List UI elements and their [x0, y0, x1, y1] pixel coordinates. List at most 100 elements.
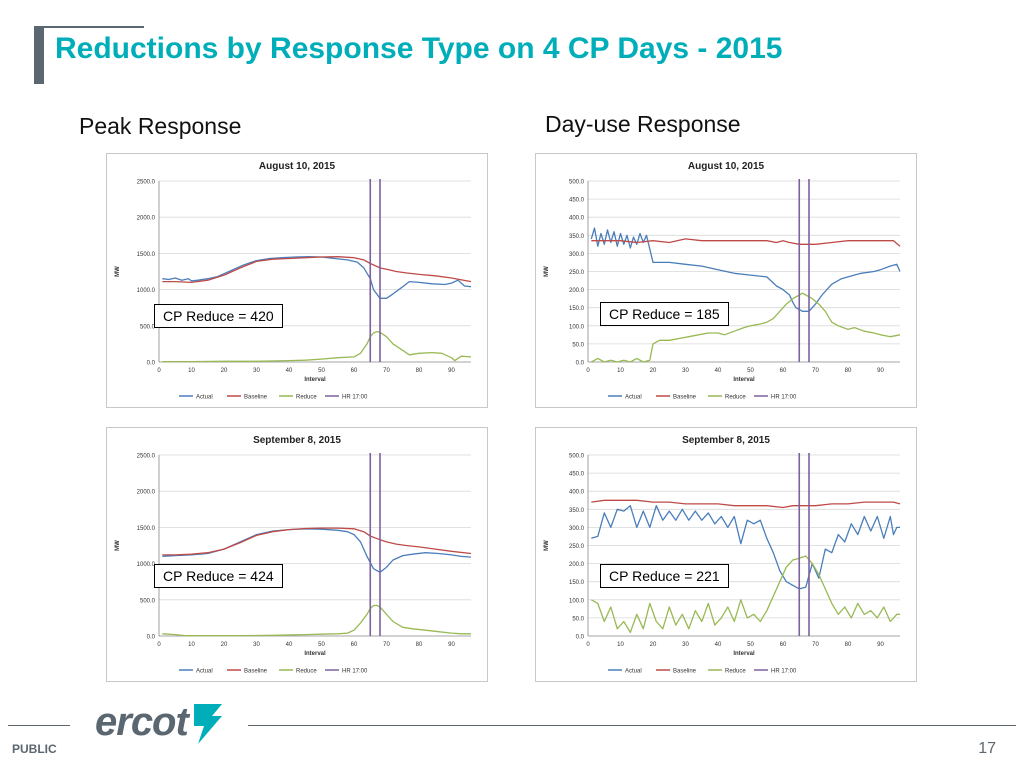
left-heading: Peak Response [79, 113, 242, 139]
y-axis-label: MW [115, 540, 121, 551]
chart-title: September 8, 2015 [682, 435, 770, 446]
x-tick-label: 70 [812, 368, 819, 374]
y-tick-label: 0.0 [147, 361, 156, 367]
x-tick-label: 40 [715, 642, 722, 648]
x-tick-label: 60 [351, 642, 358, 648]
chart-peak-sep: September 8, 2015 0.0 500.0 1000.0 1500.0 200… [106, 427, 488, 682]
x-tick-label: 30 [682, 368, 689, 374]
x-tick-label: 40 [286, 642, 293, 648]
y-tick-label: 0.0 [147, 635, 156, 641]
legend-label: HR 17:00 [771, 395, 797, 401]
page-number: 17 [978, 740, 996, 757]
legend-label: Baseline [244, 669, 268, 675]
y-tick-label: 2000.0 [137, 216, 156, 222]
y-tick-label: 150.0 [569, 306, 585, 312]
x-tick-label: 80 [416, 368, 423, 374]
x-tick-label: 80 [845, 368, 852, 374]
x-tick-label: 80 [845, 642, 852, 648]
x-tick-label: 0 [157, 642, 161, 648]
footer-rule-left [8, 725, 70, 726]
series-line-actual [591, 505, 900, 590]
series-line-baseline [162, 527, 472, 556]
legend-label: HR 17:00 [342, 395, 368, 401]
legend-label: HR 17:00 [342, 669, 368, 675]
y-tick-label: 250.0 [569, 270, 585, 276]
y-tick-label: 350.0 [569, 508, 585, 514]
x-tick-label: 90 [448, 642, 455, 648]
x-tick-label: 90 [877, 642, 884, 648]
page-title: Reductions by Response Type on 4 CP Days… [55, 32, 783, 65]
legend-label: Actual [625, 395, 642, 401]
x-tick-label: 10 [617, 642, 624, 648]
x-tick-label: 0 [157, 368, 161, 374]
legend-label: Baseline [673, 395, 697, 401]
x-tick-label: 60 [780, 642, 787, 648]
x-tick-label: 20 [650, 642, 657, 648]
chart-title: August 10, 2015 [688, 161, 765, 172]
y-tick-label: 400.0 [569, 490, 585, 496]
legend-label: Baseline [673, 669, 697, 675]
y-tick-label: 450.0 [569, 472, 585, 478]
y-tick-label: 300.0 [569, 526, 585, 532]
x-tick-label: 90 [448, 368, 455, 374]
x-tick-label: 80 [416, 642, 423, 648]
callout-label: CP Reduce = 420 [154, 304, 283, 328]
y-tick-label: 100.0 [569, 598, 585, 604]
legend-label: Baseline [244, 395, 268, 401]
y-tick-label: 350.0 [569, 234, 585, 240]
y-axis-label: MW [544, 540, 550, 551]
y-tick-label: 250.0 [569, 544, 585, 550]
y-tick-label: 200.0 [569, 288, 585, 294]
x-tick-label: 50 [747, 642, 754, 648]
series-line-actual [162, 256, 472, 299]
x-tick-label: 50 [747, 368, 754, 374]
series-line-reduce [590, 292, 901, 363]
legend-label: Actual [196, 395, 213, 401]
x-axis-label: Interval [733, 651, 755, 657]
legend-label: Reduce [725, 669, 746, 675]
x-tick-label: 40 [286, 368, 293, 374]
chart-dayuse-aug: August 10, 2015 0.0 50.0 100.0 150.0 200.0 250… [535, 153, 917, 408]
legend-label: Reduce [725, 395, 746, 401]
x-axis-label: Interval [304, 651, 326, 657]
chart-svg: August 10, 2015 0.0 50.0 100.0 150.0 200.0 250… [544, 161, 901, 401]
x-tick-label: 70 [383, 642, 390, 648]
x-tick-label: 30 [682, 642, 689, 648]
series-line-baseline [591, 238, 901, 247]
x-tick-label: 20 [221, 642, 228, 648]
title-accent-bar [34, 26, 44, 84]
y-tick-label: 300.0 [569, 252, 585, 258]
y-axis-label: MW [544, 266, 550, 277]
callout-label: CP Reduce = 185 [600, 302, 729, 326]
y-axis-label: MW [115, 266, 121, 277]
x-tick-label: 40 [715, 368, 722, 374]
series-line-reduce [162, 604, 471, 637]
callout-label: CP Reduce = 424 [154, 564, 283, 588]
y-tick-label: 50.0 [572, 616, 584, 622]
footer-rule-right [248, 725, 1016, 726]
series-line-reduce [162, 330, 472, 363]
legend-label: HR 17:00 [771, 669, 797, 675]
x-tick-label: 0 [586, 368, 590, 374]
right-heading: Day-use Response [545, 111, 741, 137]
chart-peak-aug: August 10, 2015 0.0 500.0 1000.0 1500.0 2000.… [106, 153, 488, 408]
x-tick-label: 50 [318, 642, 325, 648]
y-tick-label: 0.0 [576, 361, 585, 367]
y-tick-label: 200.0 [569, 562, 585, 568]
x-axis-label: Interval [733, 377, 755, 383]
x-tick-label: 90 [877, 368, 884, 374]
series-line-actual [590, 227, 901, 312]
y-tick-label: 1000.0 [137, 288, 156, 294]
y-tick-label: 150.0 [569, 580, 585, 586]
series-line-reduce [590, 555, 900, 634]
legend-label: Reduce [296, 669, 317, 675]
x-tick-label: 30 [253, 642, 260, 648]
x-tick-label: 10 [617, 368, 624, 374]
y-tick-label: 1500.0 [137, 252, 156, 258]
y-tick-label: 2000.0 [137, 490, 156, 496]
y-tick-label: 2500.0 [137, 180, 156, 186]
y-tick-label: 500.0 [140, 598, 156, 604]
callout-label: CP Reduce = 221 [600, 564, 729, 588]
ercot-logo-mark-icon [194, 704, 222, 744]
x-axis-label: Interval [304, 377, 326, 383]
